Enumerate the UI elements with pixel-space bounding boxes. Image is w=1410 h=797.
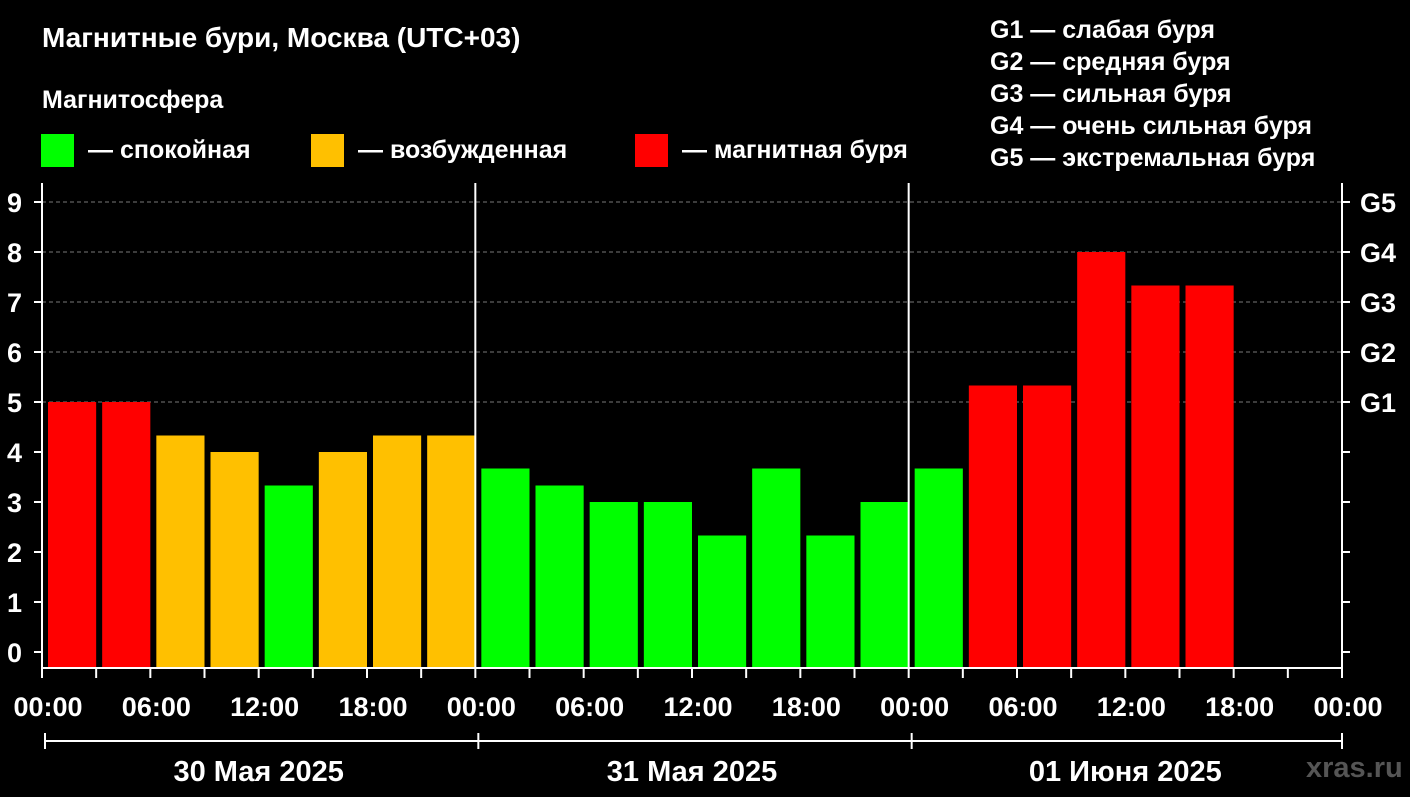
y-tick-label-3: 3 <box>7 488 22 518</box>
chart-subtitle: Магнитосфера <box>42 86 224 114</box>
legend-item-storm: — магнитная буря <box>635 133 908 167</box>
g-legend-g4: G4 — очень сильная буря <box>990 112 1312 140</box>
y-tick-label-7: 7 <box>7 288 22 318</box>
bar-0 <box>48 402 97 668</box>
bar-8 <box>481 468 530 668</box>
legend-label-calm: — спокойная <box>88 135 251 164</box>
bar-18 <box>1023 385 1072 668</box>
legend-item-excited: — возбужденная <box>311 133 567 167</box>
bar-10 <box>589 502 638 668</box>
bar-15 <box>860 502 909 668</box>
y-tick-label-8: 8 <box>7 238 22 268</box>
x-tick-label-9: 06:00 <box>988 692 1057 722</box>
y-tick-label-6: 6 <box>7 338 22 368</box>
bar-21 <box>1185 285 1234 668</box>
bar-16 <box>914 468 963 668</box>
day-label-0: 30 Мая 2025 <box>173 756 343 788</box>
legend-label-excited: — возбужденная <box>358 135 568 164</box>
bar-17 <box>968 385 1017 668</box>
bar-19 <box>1077 252 1126 668</box>
legend-swatch-storm <box>635 133 668 167</box>
x-tick-label-8: 00:00 <box>880 692 949 722</box>
bar-11 <box>643 502 692 668</box>
x-tick-label-12: 00:00 <box>1313 692 1382 722</box>
right-tick-label-g3: G3 <box>1360 288 1396 318</box>
x-tick-label-0: 00:00 <box>13 692 82 722</box>
y-tick-label-9: 9 <box>7 188 22 218</box>
legend-swatch-excited <box>311 133 344 167</box>
g-legend-g5: G5 — экстремальная буря <box>990 144 1316 172</box>
bar-14 <box>806 535 855 668</box>
day-label-1: 31 Мая 2025 <box>607 756 777 788</box>
x-tick-label-4: 00:00 <box>447 692 516 722</box>
bar-13 <box>752 468 801 668</box>
bar-5 <box>318 452 367 668</box>
bar-1 <box>102 402 151 668</box>
right-tick-label-g4: G4 <box>1360 238 1396 268</box>
legend-item-calm: — спокойная <box>41 133 251 167</box>
bar-3 <box>210 452 259 668</box>
y-tick-label-2: 2 <box>7 538 22 568</box>
x-tick-label-1: 06:00 <box>122 692 191 722</box>
x-tick-label-2: 12:00 <box>230 692 299 722</box>
g-legend-g3: G3 — сильная буря <box>990 80 1232 108</box>
g-legend-g1: G1 — слабая буря <box>990 16 1216 44</box>
legend-swatch-calm <box>41 133 74 167</box>
bar-12 <box>698 535 747 668</box>
x-tick-label-11: 18:00 <box>1205 692 1274 722</box>
y-tick-label-5: 5 <box>7 388 22 418</box>
x-tick-label-5: 06:00 <box>555 692 624 722</box>
right-tick-label-g1: G1 <box>1360 388 1396 418</box>
bar-9 <box>535 485 584 668</box>
bar-2 <box>156 435 205 668</box>
x-tick-label-3: 18:00 <box>338 692 407 722</box>
right-tick-label-g5: G5 <box>1360 188 1396 218</box>
bar-7 <box>427 435 476 668</box>
right-tick-label-g2: G2 <box>1360 338 1396 368</box>
chart-title: Магнитные бури, Москва (UTC+03) <box>42 22 521 53</box>
x-tick-label-6: 12:00 <box>663 692 732 722</box>
x-tick-label-10: 12:00 <box>1097 692 1166 722</box>
y-tick-label-1: 1 <box>7 588 22 618</box>
g-legend-g2: G2 — средняя буря <box>990 48 1231 76</box>
x-tick-label-7: 18:00 <box>772 692 841 722</box>
y-tick-label-0: 0 <box>7 638 22 668</box>
bar-20 <box>1131 285 1180 668</box>
g-scale-legend: G1 — слабая буря G2 — средняя буря G3 — … <box>990 14 1315 174</box>
watermark: xras.ru <box>1306 752 1403 784</box>
bar-6 <box>373 435 422 668</box>
legend-label-storm: — магнитная буря <box>682 135 908 164</box>
y-tick-label-4: 4 <box>7 438 22 468</box>
bar-4 <box>264 485 313 668</box>
day-label-2: 01 Июня 2025 <box>1029 756 1222 788</box>
